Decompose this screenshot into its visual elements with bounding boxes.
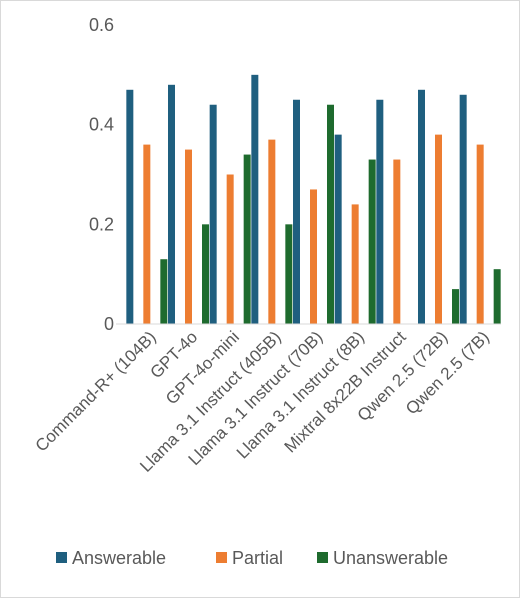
bar-unanswerable-1 — [202, 224, 209, 324]
bar-answerable-2 — [209, 104, 217, 324]
y-tick-label: 0.6 — [89, 15, 114, 35]
bars — [126, 74, 501, 325]
legend-swatch-answerable — [56, 552, 67, 563]
bar-answerable-6 — [376, 99, 384, 324]
y-tick-label: 0.4 — [89, 115, 114, 135]
bar-partial-0 — [143, 144, 151, 324]
bar-partial-5 — [351, 204, 359, 324]
legend: Answerable Partial Unanswerable — [56, 548, 448, 568]
x-tick-label: Command-R+ (104B) — [32, 327, 160, 455]
bar-unanswerable-4 — [327, 104, 334, 324]
bar-partial-6 — [393, 159, 401, 324]
bar-unanswerable-8 — [493, 269, 501, 324]
bar-partial-2 — [226, 174, 234, 324]
bar-unanswerable-3 — [285, 224, 293, 324]
bar-answerable-3 — [251, 74, 259, 324]
y-tick-label: 0 — [104, 314, 114, 334]
bar-unanswerable-0 — [160, 259, 168, 324]
bar-partial-3 — [268, 139, 276, 324]
bar-answerable-1 — [168, 84, 175, 324]
bar-unanswerable-2 — [243, 154, 251, 324]
legend-label-unanswerable: Unanswerable — [333, 548, 448, 568]
bar-unanswerable-5 — [368, 159, 376, 324]
x-axis-labels: Command-R+ (104B)GPT-4oGPT-4o-miniLlama … — [32, 327, 493, 476]
bar-answerable-0 — [126, 89, 134, 325]
y-tick-label: 0.2 — [89, 214, 114, 234]
bar-partial-4 — [310, 189, 317, 324]
bar-answerable-5 — [334, 134, 342, 324]
bar-partial-7 — [435, 134, 442, 324]
y-axis-ticks: 0 0.2 0.4 0.6 — [89, 15, 114, 334]
bar-partial-8 — [476, 144, 484, 324]
legend-swatch-unanswerable — [317, 552, 328, 563]
bar-unanswerable-7 — [452, 289, 459, 324]
bar-answerable-8 — [459, 94, 467, 325]
bar-answerable-4 — [293, 99, 300, 324]
legend-label-answerable: Answerable — [72, 548, 166, 568]
legend-swatch-partial — [216, 552, 227, 563]
bar-answerable-7 — [418, 89, 425, 325]
bar-partial-1 — [185, 149, 192, 324]
legend-label-partial: Partial — [232, 548, 283, 568]
